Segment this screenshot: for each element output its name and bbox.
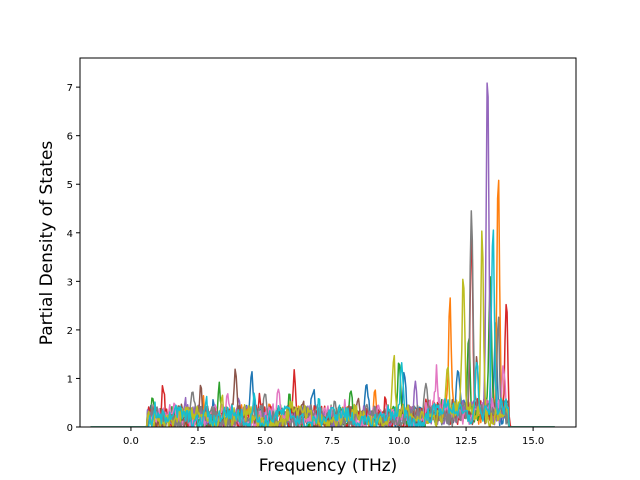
plot-area-frame [79, 57, 577, 428]
x-tick-label: 2.5 [190, 436, 206, 447]
x-tick-label: 0.0 [123, 436, 139, 447]
x-tick-label: 7.5 [324, 436, 340, 447]
y-axis: 0 1 2 3 4 5 6 7 [67, 83, 80, 434]
y-tick-label: 0 [67, 423, 73, 434]
pdos-series-line [90, 229, 555, 427]
x-axis-title: Frequency (THz) [259, 456, 398, 476]
y-axis-title: Partial Density of States [37, 141, 57, 346]
x-tick-label: 12.5 [455, 436, 477, 447]
y-tick-label: 7 [67, 83, 73, 94]
x-axis: 0.0 2.5 5.0 7.5 10.0 12.5 15.0 [123, 427, 544, 447]
x-tick-label: 10.0 [388, 436, 410, 447]
x-tick-label: 5.0 [257, 436, 273, 447]
x-tick-label: 15.0 [522, 436, 544, 447]
y-tick-label: 1 [67, 374, 73, 385]
y-tick-label: 5 [67, 180, 73, 191]
y-tick-label: 3 [67, 277, 73, 288]
y-tick-label: 2 [67, 326, 73, 337]
y-tick-label: 6 [67, 132, 73, 143]
y-tick-label: 4 [67, 229, 73, 240]
series-layer [90, 82, 555, 427]
